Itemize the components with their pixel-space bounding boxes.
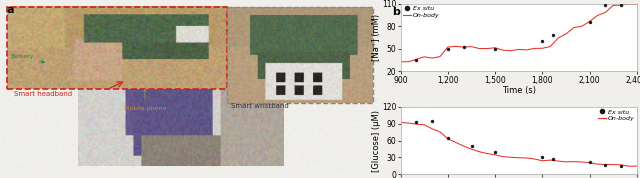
Point — [443, 136, 453, 139]
Point — [616, 164, 626, 167]
Y-axis label: [Na⁺] (mM): [Na⁺] (mM) — [372, 14, 381, 61]
Point — [537, 156, 547, 159]
Point — [412, 121, 422, 123]
Text: a: a — [7, 5, 15, 15]
Point — [548, 157, 559, 160]
Text: Smart wristband: Smart wristband — [231, 103, 289, 109]
Point — [584, 21, 595, 24]
Legend: Ex situ, On-body: Ex situ, On-body — [598, 109, 635, 122]
Point — [616, 4, 626, 6]
Text: Battery: Battery — [11, 54, 44, 63]
Point — [600, 4, 611, 6]
Text: Smart headband: Smart headband — [14, 91, 72, 97]
Point — [467, 145, 477, 148]
Point — [427, 119, 437, 122]
Point — [600, 163, 611, 166]
Text: Mobile phone: Mobile phone — [124, 89, 166, 111]
Point — [537, 40, 547, 43]
Y-axis label: [Glucose] (μM): [Glucose] (μM) — [372, 109, 381, 172]
Point — [443, 47, 453, 50]
Point — [458, 46, 468, 49]
Point — [584, 161, 595, 163]
Point — [412, 59, 422, 61]
Legend: Ex situ, On-body: Ex situ, On-body — [403, 6, 440, 19]
X-axis label: Time (s): Time (s) — [502, 86, 536, 95]
Point — [490, 150, 500, 153]
Point — [548, 34, 559, 37]
Text: b: b — [392, 7, 399, 17]
Point — [490, 47, 500, 50]
